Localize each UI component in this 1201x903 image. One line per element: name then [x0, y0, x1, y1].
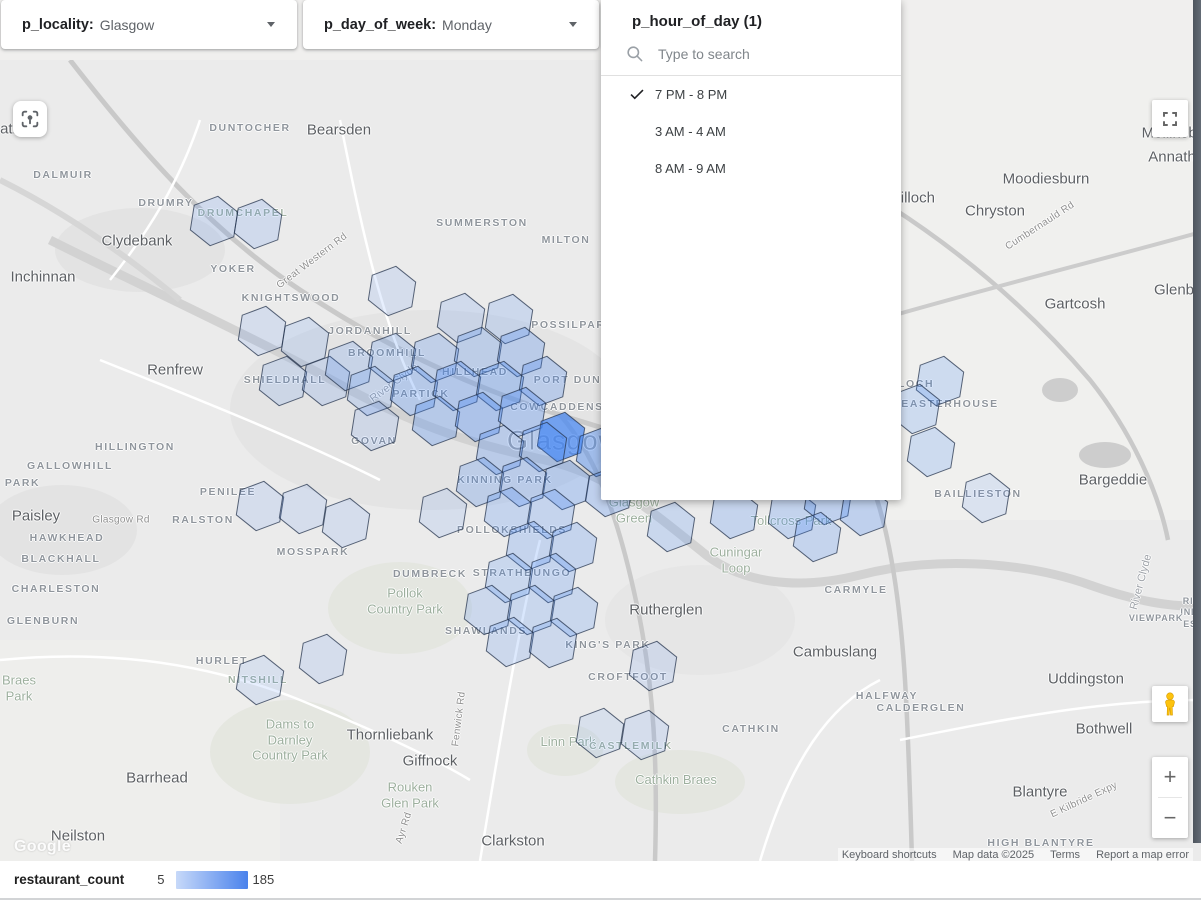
hex-cell[interactable] [574, 705, 625, 761]
map-data-copyright: Map data ©2025 [952, 849, 1035, 861]
hex-cell[interactable] [234, 652, 285, 708]
fullscreen-button[interactable] [1152, 100, 1188, 137]
hex-cell[interactable] [791, 509, 842, 565]
check-icon [630, 89, 644, 100]
zoom-divider [1158, 797, 1182, 798]
legend-bar: restaurant_count 5 185 [0, 861, 1201, 898]
map-attribution: Keyboard shortcuts Map data ©2025 Terms … [837, 848, 1193, 861]
hex-cell[interactable] [388, 363, 439, 419]
hex-cell[interactable] [517, 353, 568, 409]
hex-cell[interactable] [366, 263, 417, 319]
legend-field-label: restaurant_count [14, 872, 125, 887]
hex-cell[interactable] [417, 485, 468, 541]
hex-cell[interactable] [548, 584, 599, 640]
hex-cell[interactable] [410, 393, 461, 449]
location-focus-icon [21, 110, 39, 128]
hex-cell[interactable] [482, 484, 533, 540]
filter-locality-value: Glasgow [99, 16, 155, 33]
recenter-button[interactable] [13, 101, 47, 137]
hex-cell[interactable] [517, 419, 568, 475]
filter-day-of-week[interactable]: p_day_of_week: Monday [303, 0, 599, 49]
hex-cell[interactable] [525, 486, 576, 542]
hex-cell[interactable] [232, 196, 283, 252]
hour-option[interactable]: 8 AM - 9 AM [601, 150, 901, 187]
panel-title: p_hour_of_day (1) [632, 13, 763, 30]
report-map-error-link[interactable]: Report a map error [1096, 849, 1189, 861]
legend-gradient [175, 870, 248, 889]
hex-cell[interactable] [495, 324, 546, 380]
panel-search-row [601, 34, 901, 75]
panel-divider [601, 75, 901, 76]
hex-cell[interactable] [345, 363, 396, 419]
filter-bar: p_locality: Glasgow p_day_of_week: Monda… [0, 0, 1201, 60]
hex-cell[interactable] [349, 398, 400, 454]
hex-cell[interactable] [234, 478, 285, 534]
hex-cell[interactable] [619, 707, 670, 763]
legend-min-value: 5 [157, 872, 165, 887]
hex-cell[interactable] [527, 615, 578, 671]
filter-locality-name: p_locality: [22, 16, 94, 33]
page-scrollbar[interactable] [1193, 0, 1201, 843]
option-label: 3 AM - 4 AM [655, 124, 726, 139]
chevron-down-icon [267, 22, 275, 27]
hex-cell[interactable] [188, 193, 239, 249]
filter-day-name: p_day_of_week: [324, 16, 437, 33]
hex-cell[interactable] [452, 324, 503, 380]
zoom-in-button[interactable]: + [1163, 764, 1177, 789]
search-input[interactable] [656, 44, 860, 63]
filter-locality[interactable]: p_locality: Glasgow [1, 0, 297, 49]
search-icon [627, 46, 643, 62]
hour-option[interactable]: 3 AM - 4 AM [601, 113, 901, 150]
hex-heatmap-layer [188, 193, 1011, 763]
hex-cell[interactable] [297, 631, 348, 687]
hex-cell[interactable] [474, 358, 525, 414]
chevron-down-icon [569, 22, 577, 27]
hour-filter-panel: p_hour_of_day (1) 7 PM - 8 PM 3 AM - 4 AM… [601, 0, 901, 500]
hour-option[interactable]: 7 PM - 8 PM [601, 76, 901, 113]
hex-cell[interactable] [474, 422, 525, 478]
hex-cell[interactable] [547, 519, 598, 575]
hex-cell[interactable] [279, 314, 330, 370]
hex-cell[interactable] [627, 638, 678, 694]
filter-day-value: Monday [442, 16, 492, 33]
hex-cell[interactable] [453, 389, 504, 445]
hex-cell[interactable] [257, 353, 308, 409]
bottom-strip [0, 898, 1201, 903]
hex-cell[interactable] [277, 481, 328, 537]
hex-cell[interactable] [914, 353, 965, 409]
zoom-control: + − [1152, 757, 1188, 838]
fullscreen-icon [1163, 111, 1177, 126]
hex-cell[interactable] [320, 495, 371, 551]
zoom-out-button[interactable]: − [1163, 805, 1177, 830]
hex-cell[interactable] [484, 614, 535, 670]
hex-cell[interactable] [497, 454, 548, 510]
hex-cell[interactable] [431, 358, 482, 414]
keyboard-shortcuts-link[interactable]: Keyboard shortcuts [841, 849, 937, 861]
hex-cell[interactable] [960, 470, 1011, 526]
hour-options-list: 7 PM - 8 PM 3 AM - 4 AM 8 AM - 9 AM [601, 76, 901, 187]
terms-link[interactable]: Terms [1050, 849, 1081, 861]
pegman-icon [1165, 692, 1175, 716]
pegman-button[interactable] [1152, 686, 1188, 722]
option-label: 7 PM - 8 PM [655, 87, 728, 102]
hex-cell[interactable] [645, 499, 696, 555]
hex-cell[interactable] [905, 424, 956, 480]
legend-max-value: 185 [252, 872, 275, 887]
hex-cell[interactable] [323, 338, 374, 394]
hex-cell[interactable] [300, 353, 351, 409]
hex-cell[interactable] [505, 582, 556, 638]
hex-cell[interactable] [236, 303, 287, 359]
hex-cell[interactable] [483, 291, 534, 347]
option-label: 8 AM - 9 AM [655, 161, 726, 176]
hex-cell[interactable] [526, 550, 577, 606]
